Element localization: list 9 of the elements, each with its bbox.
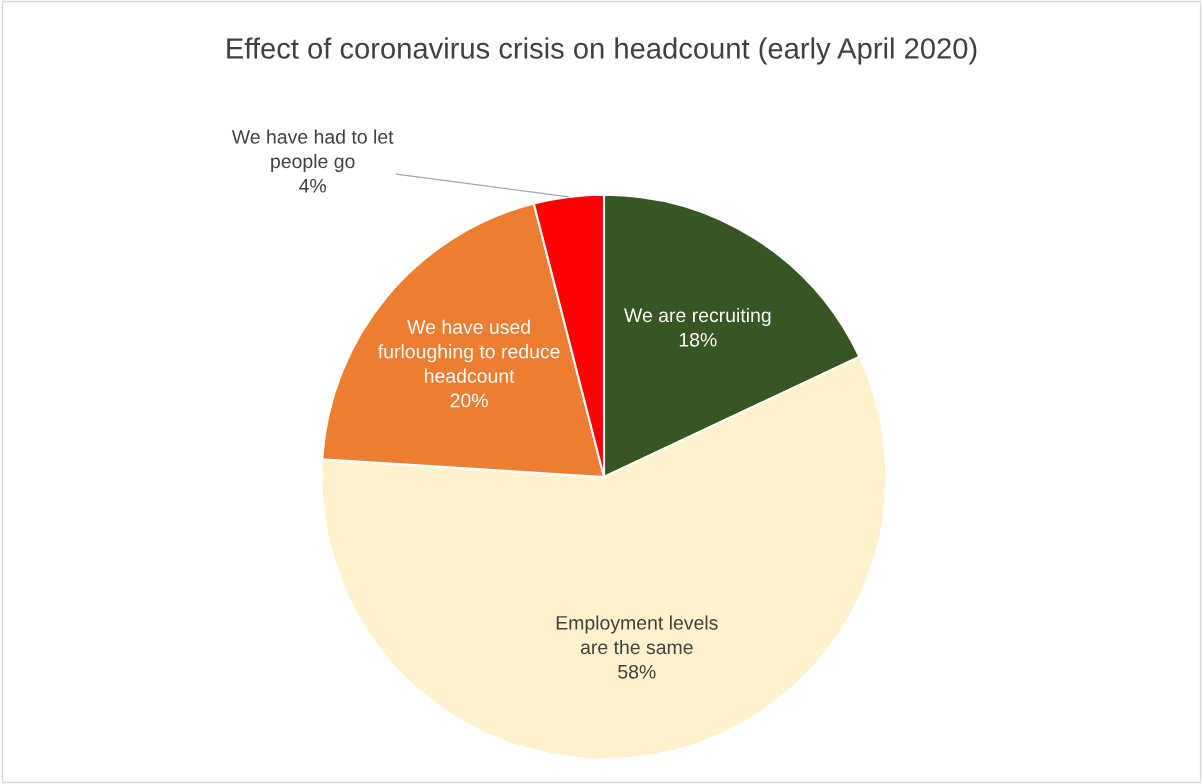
data-label: 18% xyxy=(679,332,717,347)
chart-title: Effect of coronavirus crisis on headcount (early April 2020) xyxy=(227,37,977,65)
slice-label: We are recruiting xyxy=(624,307,771,327)
slice-label: Employment levels are the same xyxy=(556,615,718,655)
slice-label: We have had to let people go xyxy=(231,129,394,173)
data-label: 20% xyxy=(450,393,488,408)
data-label: 4% xyxy=(299,178,327,193)
slice-label: We have used furloughing to reduce headcount xyxy=(378,319,560,383)
data-label: 58% xyxy=(618,664,656,679)
